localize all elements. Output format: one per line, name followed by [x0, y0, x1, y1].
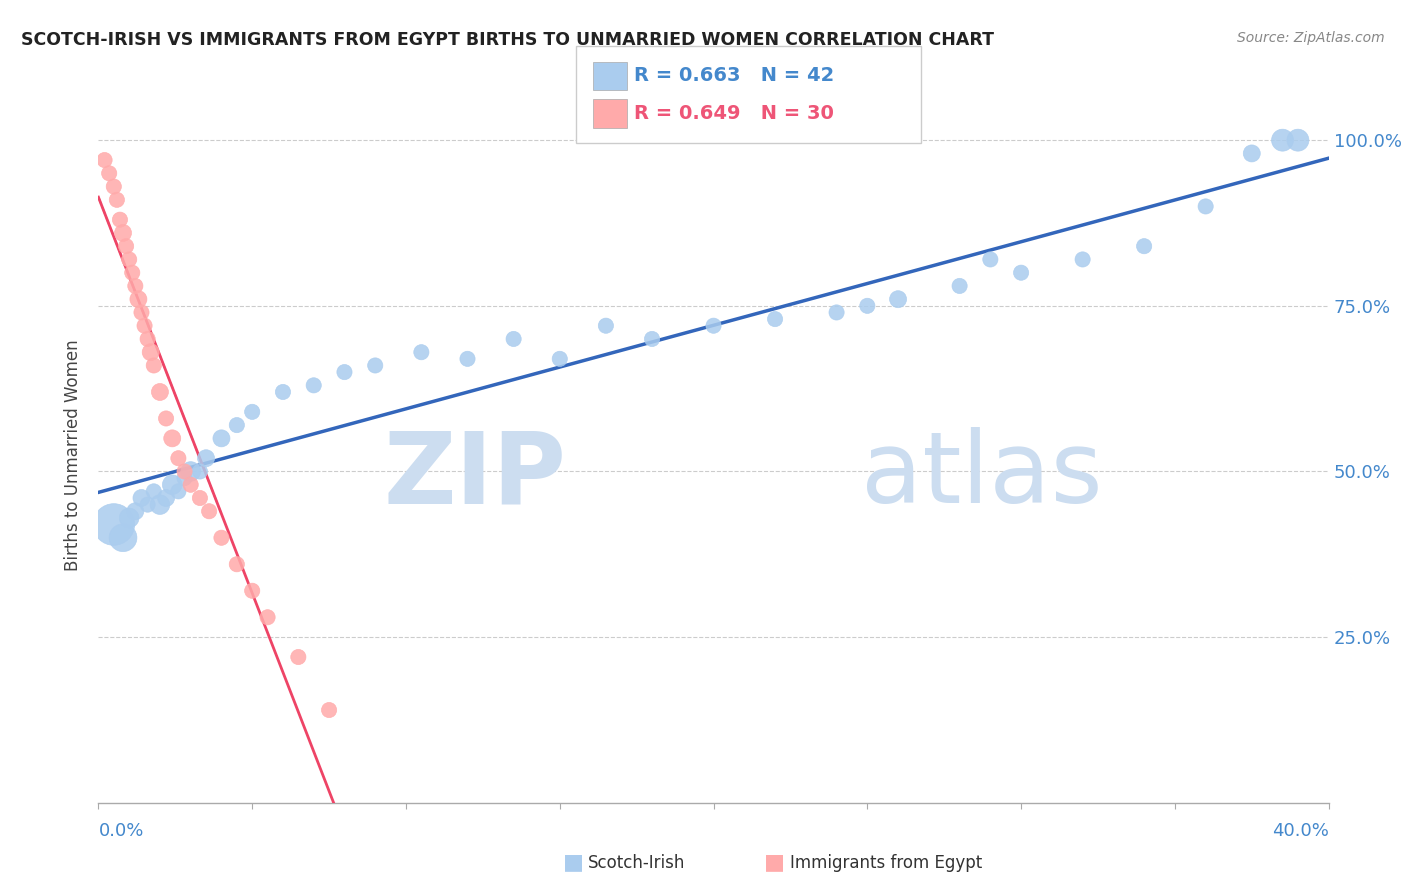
Point: [124, 279, 146, 293]
Point: [127, 292, 149, 306]
Point: [333, 365, 356, 379]
Point: [225, 558, 247, 572]
Point: [142, 359, 165, 373]
Point: [93, 153, 115, 167]
Point: [112, 531, 135, 545]
Point: [1010, 266, 1032, 280]
Point: [703, 318, 725, 333]
Point: [240, 405, 263, 419]
Text: ■: ■: [562, 853, 583, 872]
Text: Scotch-Irish: Scotch-Irish: [588, 855, 685, 872]
Point: [188, 465, 211, 479]
Point: [825, 305, 848, 319]
Point: [595, 318, 617, 333]
Point: [136, 498, 159, 512]
Point: [195, 451, 218, 466]
Point: [162, 477, 183, 491]
Point: [763, 312, 786, 326]
Point: [641, 332, 664, 346]
Point: [105, 193, 128, 207]
Point: [502, 332, 524, 346]
Point: [118, 252, 141, 267]
Point: [211, 431, 233, 445]
Point: [131, 305, 153, 319]
Point: [364, 359, 387, 373]
Point: [155, 491, 177, 505]
Point: [271, 384, 294, 399]
Text: Immigrants from Egypt: Immigrants from Egypt: [790, 855, 983, 872]
Text: SCOTCH-IRISH VS IMMIGRANTS FROM EGYPT BIRTHS TO UNMARRIED WOMEN CORRELATION CHAR: SCOTCH-IRISH VS IMMIGRANTS FROM EGYPT BI…: [21, 31, 994, 49]
Point: [149, 384, 172, 399]
Point: [103, 179, 125, 194]
Point: [121, 266, 143, 280]
Point: [134, 318, 156, 333]
Point: [118, 511, 141, 525]
Point: [139, 345, 162, 359]
Point: [548, 351, 571, 366]
Point: [149, 498, 172, 512]
Text: R = 0.663   N = 42: R = 0.663 N = 42: [634, 66, 834, 86]
Point: [180, 477, 202, 491]
Point: [1195, 199, 1218, 213]
Point: [318, 703, 340, 717]
Point: [162, 431, 183, 445]
Point: [949, 279, 972, 293]
Point: [124, 504, 146, 518]
Point: [167, 451, 190, 466]
Point: [155, 411, 177, 425]
Point: [411, 345, 433, 359]
Point: [108, 212, 131, 227]
Point: [1271, 133, 1294, 147]
Text: ■: ■: [763, 853, 785, 872]
Text: 0.0%: 0.0%: [98, 822, 143, 840]
Point: [856, 299, 879, 313]
Text: Source: ZipAtlas.com: Source: ZipAtlas.com: [1237, 31, 1385, 45]
Point: [173, 465, 195, 479]
Point: [167, 484, 190, 499]
Point: [1071, 252, 1094, 267]
Point: [188, 491, 211, 505]
Point: [131, 491, 153, 505]
Point: [173, 471, 195, 485]
Point: [256, 610, 278, 624]
Point: [240, 583, 263, 598]
Point: [211, 531, 233, 545]
Y-axis label: Births to Unmarried Women: Births to Unmarried Women: [65, 339, 83, 571]
Text: 40.0%: 40.0%: [1272, 822, 1329, 840]
Point: [1133, 239, 1156, 253]
Point: [103, 517, 125, 532]
Text: ZIP: ZIP: [382, 427, 567, 524]
Text: R = 0.649   N = 30: R = 0.649 N = 30: [634, 103, 834, 123]
Point: [287, 650, 309, 665]
Point: [142, 484, 165, 499]
Text: atlas: atlas: [860, 427, 1102, 524]
Point: [1240, 146, 1263, 161]
Point: [198, 504, 221, 518]
Point: [1286, 133, 1309, 147]
Point: [115, 239, 138, 253]
Point: [136, 332, 159, 346]
Point: [302, 378, 325, 392]
Point: [112, 226, 135, 240]
Point: [225, 418, 247, 433]
Point: [887, 292, 910, 306]
Point: [457, 351, 479, 366]
Point: [98, 166, 121, 180]
Point: [979, 252, 1001, 267]
Point: [180, 465, 202, 479]
